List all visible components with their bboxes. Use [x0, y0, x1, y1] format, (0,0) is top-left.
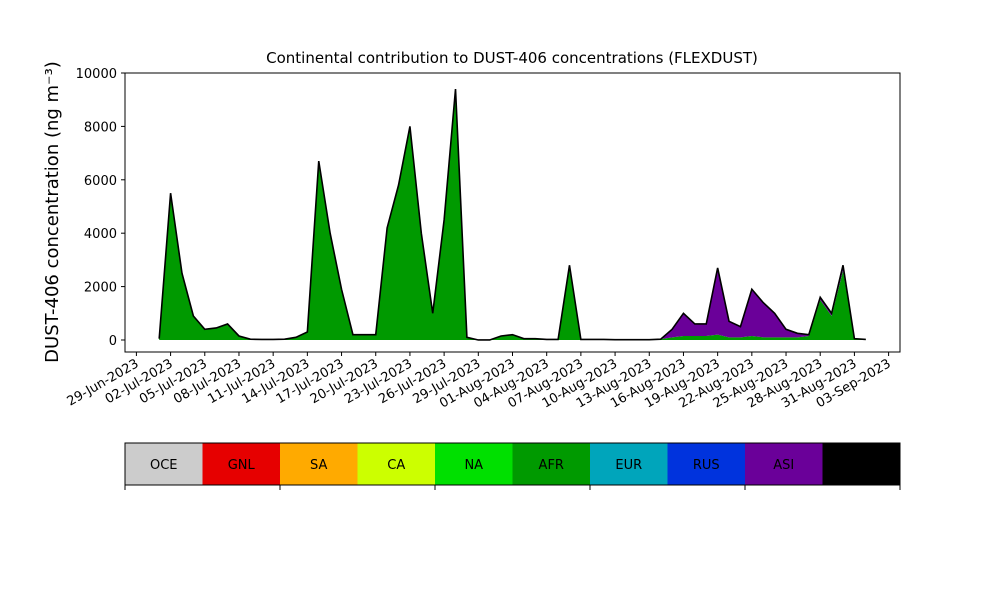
legend-label: CA — [387, 458, 405, 473]
area — [159, 89, 866, 340]
y-tick-label: 6000 — [84, 174, 117, 189]
legend-swatch — [822, 443, 900, 485]
area — [159, 89, 866, 340]
legend-label: OCE — [150, 458, 178, 473]
y-tick-label: 4000 — [84, 227, 117, 242]
legend-swatch — [202, 443, 280, 485]
legend-swatch — [435, 443, 513, 485]
legend-label: SA — [310, 458, 327, 473]
legend-swatch — [745, 443, 823, 485]
legend-swatch — [280, 443, 358, 485]
y-axis-label: DUST-406 concentration (ng m⁻³) — [42, 61, 63, 363]
y-tick-label: 2000 — [84, 281, 117, 296]
colorbar-frame — [124, 442, 901, 486]
y-tick-label: 10000 — [76, 67, 117, 82]
legend-label: NA — [464, 458, 483, 473]
plot-area: 020004000600080001000029-Jun-202302-Jul-… — [65, 67, 894, 412]
total-outline — [158, 88, 866, 341]
legend-label: ASI — [773, 458, 794, 473]
legend-label: AFR — [539, 458, 564, 473]
chart-title: Continental contribution to DUST-406 con… — [266, 49, 758, 67]
legend-swatch — [357, 443, 435, 485]
legend-label: EUR — [615, 458, 642, 473]
legend-swatch — [667, 443, 745, 485]
colorbar-ticks — [124, 485, 901, 490]
legend-label: GNL — [228, 458, 256, 473]
y-tick-label: 0 — [109, 334, 117, 349]
axes-frame — [124, 72, 901, 353]
legend-swatch — [512, 443, 590, 485]
legend-label: RUS — [693, 458, 720, 473]
y-tick-label: 8000 — [84, 120, 117, 135]
legend-label: AUS — [848, 458, 875, 473]
legend-swatch — [590, 443, 668, 485]
legend-swatch — [125, 443, 203, 485]
colorbar: OCE GNL SA CA NA AFR EUR RUS ASI AUS — [124, 442, 901, 486]
